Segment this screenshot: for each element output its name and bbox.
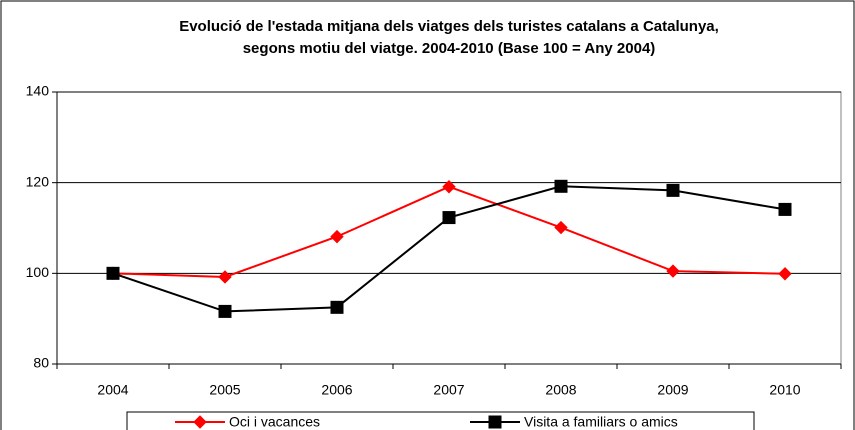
data-point bbox=[554, 179, 568, 193]
data-point bbox=[330, 300, 344, 314]
legend-marker bbox=[193, 415, 207, 429]
data-point bbox=[442, 180, 456, 194]
y-tick-label: 80 bbox=[33, 355, 49, 371]
data-point bbox=[554, 220, 568, 235]
chart-subtitle: segons motiu del viatge. 2004-2010 (Base… bbox=[243, 40, 656, 57]
data-point bbox=[666, 183, 680, 197]
chart-title: Evolució de l'estada mitjana dels viatge… bbox=[179, 18, 719, 35]
data-point bbox=[666, 264, 680, 278]
x-tick-label: 2006 bbox=[321, 382, 352, 398]
x-tick-label: 2009 bbox=[657, 382, 688, 398]
data-point bbox=[218, 304, 232, 318]
data-point bbox=[442, 211, 456, 225]
x-tick-label: 2005 bbox=[209, 382, 240, 398]
x-tick-label: 2007 bbox=[433, 382, 464, 398]
x-tick-label: 2004 bbox=[97, 382, 128, 398]
legend-label: Oci i vacances bbox=[229, 414, 320, 430]
y-tick-label: 120 bbox=[26, 173, 50, 189]
legend-box bbox=[126, 411, 755, 430]
data-point bbox=[106, 266, 120, 280]
y-tick-label: 140 bbox=[26, 83, 50, 99]
x-tick-label: 2010 bbox=[769, 382, 800, 398]
legend-label: Visita a familiars o amics bbox=[524, 414, 678, 430]
y-tick-label: 100 bbox=[26, 264, 50, 280]
data-point bbox=[778, 202, 792, 216]
data-point bbox=[330, 229, 344, 244]
data-point bbox=[218, 270, 232, 284]
data-point bbox=[778, 267, 792, 281]
legend-marker bbox=[488, 415, 502, 429]
x-tick-label: 2008 bbox=[545, 382, 576, 398]
plot-area bbox=[56, 91, 842, 365]
